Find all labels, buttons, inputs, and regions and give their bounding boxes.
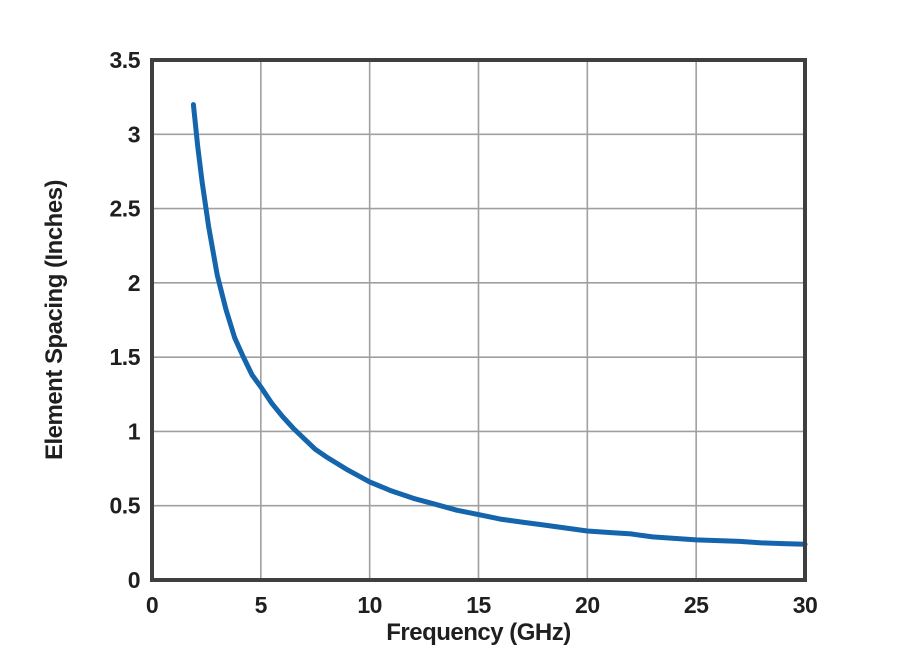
plot-frame <box>150 58 807 582</box>
y-tick-label: 3.5 <box>110 47 141 73</box>
y-tick-label: 0.5 <box>110 493 141 519</box>
x-tick-label: 30 <box>793 592 818 618</box>
x-tick-label: 20 <box>575 592 600 618</box>
x-tick-label: 5 <box>255 592 268 618</box>
y-axis-title: Element Spacing (Inches) <box>41 180 68 460</box>
x-tick-labels: 0 5 10 15 20 25 30 <box>146 592 818 618</box>
spacing-curve <box>190 102 808 547</box>
y-tick-label: 1 <box>128 418 141 444</box>
y-tick-labels: 0 0.5 1 1.5 2 2.5 3 3.5 <box>110 47 142 593</box>
x-axis-title: Frequency (GHz) <box>386 619 571 646</box>
grid-lines <box>152 60 805 580</box>
y-tick-label: 0 <box>128 567 140 593</box>
x-tick-label: 10 <box>357 592 382 618</box>
x-tick-label: 0 <box>146 592 158 618</box>
y-tick-label: 1.5 <box>110 344 141 370</box>
x-tick-label: 25 <box>684 592 709 618</box>
y-tick-label: 2 <box>128 270 140 296</box>
y-tick-label: 2.5 <box>110 196 141 222</box>
y-tick-label: 3 <box>128 121 140 147</box>
x-tick-label: 15 <box>466 592 491 618</box>
